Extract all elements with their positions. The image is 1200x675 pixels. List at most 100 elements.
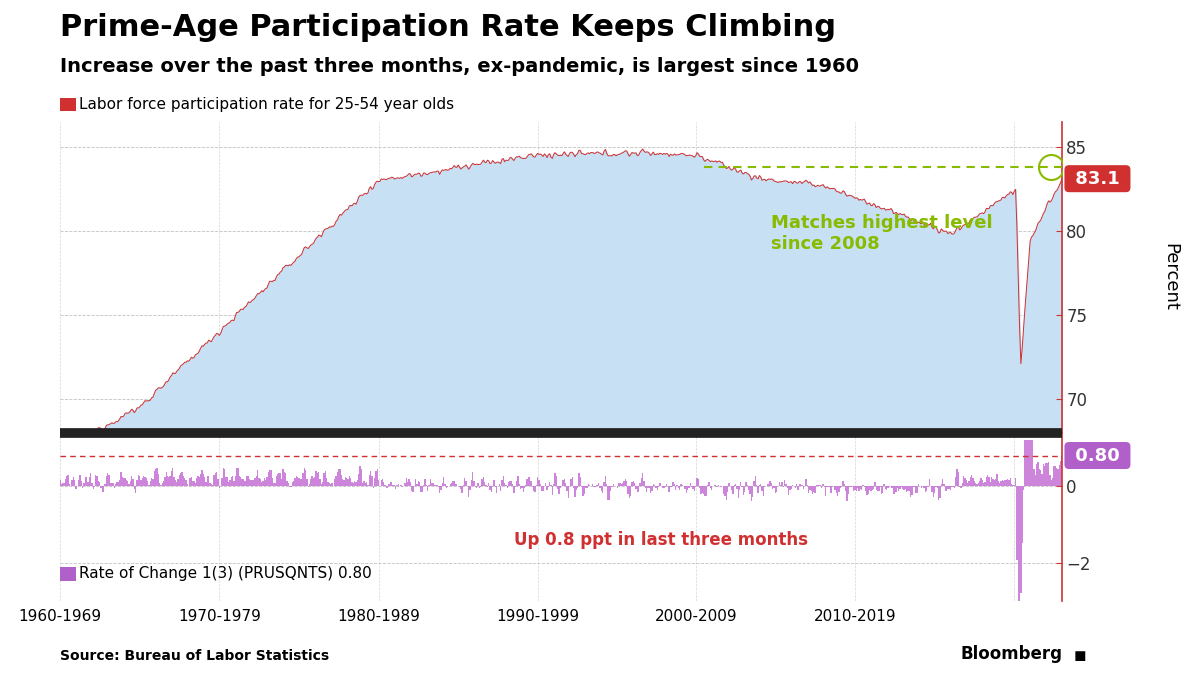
Bar <box>785 484 787 486</box>
Bar <box>226 477 227 486</box>
Bar <box>689 486 690 487</box>
Bar <box>708 483 709 486</box>
Bar <box>478 483 479 486</box>
Bar <box>143 476 144 486</box>
Bar <box>870 486 871 491</box>
Bar <box>456 485 457 486</box>
Bar <box>191 477 192 486</box>
Bar <box>371 475 372 486</box>
Bar <box>805 479 806 486</box>
Bar <box>640 483 641 486</box>
Bar <box>1058 465 1060 486</box>
Bar <box>444 483 445 486</box>
Bar <box>796 485 797 486</box>
Bar <box>571 477 572 486</box>
Bar <box>684 486 685 489</box>
Bar <box>346 478 347 486</box>
Bar <box>301 479 302 486</box>
Bar <box>233 481 234 486</box>
Bar <box>140 480 142 486</box>
Bar <box>989 477 990 486</box>
Bar <box>61 484 62 486</box>
Bar <box>916 486 917 493</box>
Bar <box>68 484 70 486</box>
Bar <box>455 484 456 486</box>
Bar <box>604 482 605 486</box>
Bar <box>516 481 517 486</box>
Bar <box>882 486 883 493</box>
Bar <box>526 485 527 486</box>
Bar <box>115 485 116 486</box>
Bar <box>208 476 209 486</box>
Bar <box>832 486 833 487</box>
Bar <box>575 486 576 497</box>
Bar <box>839 486 840 492</box>
Bar <box>390 482 391 486</box>
Bar <box>425 479 426 486</box>
Bar <box>682 485 683 486</box>
Bar <box>137 479 138 486</box>
Bar <box>412 486 413 491</box>
Bar <box>539 480 540 486</box>
Bar <box>1032 440 1033 486</box>
Bar <box>680 485 682 486</box>
Bar <box>283 472 284 486</box>
Bar <box>334 479 335 486</box>
Bar <box>432 483 433 486</box>
Bar <box>934 486 935 493</box>
Bar <box>810 486 812 491</box>
Bar <box>256 477 257 486</box>
Bar <box>221 479 222 486</box>
Text: Matches highest level
since 2008: Matches highest level since 2008 <box>772 214 992 252</box>
Bar <box>476 486 478 488</box>
Bar <box>212 485 214 486</box>
Bar <box>593 486 594 487</box>
Bar <box>215 473 216 486</box>
Bar <box>355 481 356 486</box>
Bar <box>928 486 929 487</box>
Bar <box>1013 485 1014 486</box>
Bar <box>950 486 952 490</box>
Bar <box>440 486 442 489</box>
Bar <box>515 486 516 487</box>
Bar <box>520 486 521 489</box>
Bar <box>341 475 342 486</box>
Bar <box>787 486 788 488</box>
Bar <box>236 468 238 486</box>
Bar <box>1036 464 1038 486</box>
Bar <box>263 481 264 486</box>
Bar <box>772 486 773 489</box>
Bar <box>725 486 726 496</box>
Bar <box>623 481 625 486</box>
Bar <box>757 486 758 493</box>
Bar <box>1018 486 1019 608</box>
Bar <box>361 468 362 486</box>
Bar <box>337 472 338 486</box>
Bar <box>851 486 852 487</box>
Bar <box>268 472 269 486</box>
Bar <box>316 470 317 486</box>
Bar <box>98 481 100 486</box>
Bar <box>310 479 312 486</box>
Bar <box>716 486 718 487</box>
Bar <box>83 483 84 486</box>
Bar <box>342 479 343 486</box>
Bar <box>606 484 607 486</box>
Bar <box>917 486 918 493</box>
Bar <box>763 486 764 496</box>
Bar <box>869 486 870 490</box>
Bar <box>732 486 733 493</box>
Bar <box>527 479 528 486</box>
Bar <box>775 486 776 493</box>
Bar <box>556 477 557 486</box>
Bar <box>554 473 556 486</box>
Bar <box>374 478 376 486</box>
Bar <box>635 486 637 489</box>
Bar <box>668 486 670 492</box>
Bar <box>244 481 245 486</box>
Bar <box>1042 474 1043 486</box>
Text: Bloomberg: Bloomberg <box>960 645 1062 663</box>
Bar <box>856 486 857 491</box>
Bar <box>372 486 374 488</box>
Bar <box>241 479 242 486</box>
